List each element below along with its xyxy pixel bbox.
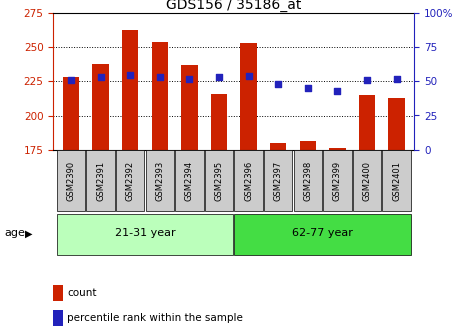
Point [275,82,282,87]
FancyBboxPatch shape [175,150,204,211]
Point [97,75,104,80]
Point [304,86,312,91]
FancyBboxPatch shape [353,150,381,211]
Point [67,77,75,83]
FancyBboxPatch shape [234,150,263,211]
Text: GSM2399: GSM2399 [333,161,342,201]
Bar [240,43,257,150]
Text: GSM2392: GSM2392 [126,161,135,201]
FancyBboxPatch shape [382,150,411,211]
FancyBboxPatch shape [57,150,85,211]
FancyBboxPatch shape [264,150,293,211]
Point [334,88,341,94]
Point [215,75,223,80]
FancyBboxPatch shape [323,150,351,211]
Point [363,77,371,83]
Point [393,76,400,81]
Bar [329,148,345,150]
Bar [359,95,375,150]
Point [186,76,193,81]
FancyBboxPatch shape [87,150,115,211]
Bar [300,141,316,150]
Bar [181,65,198,150]
FancyBboxPatch shape [116,150,144,211]
Text: GSM2398: GSM2398 [303,161,313,201]
Text: GSM2394: GSM2394 [185,161,194,201]
Text: 62-77 year: 62-77 year [292,228,353,239]
Point [245,73,252,79]
Text: GSM2393: GSM2393 [155,161,164,201]
FancyBboxPatch shape [145,150,174,211]
Text: GSM2391: GSM2391 [96,161,105,201]
Text: age: age [5,228,25,239]
Text: count: count [67,288,97,298]
Text: GSM2396: GSM2396 [244,161,253,201]
Text: 21-31 year: 21-31 year [115,228,175,239]
Bar [93,64,109,150]
Text: ▶: ▶ [25,228,33,239]
Bar [122,30,138,150]
Bar [152,42,168,150]
Bar [270,143,286,150]
Point [156,75,163,80]
FancyBboxPatch shape [205,150,233,211]
FancyBboxPatch shape [57,214,233,255]
Text: GSM2395: GSM2395 [214,161,224,201]
Text: percentile rank within the sample: percentile rank within the sample [67,313,243,323]
Text: GSM2400: GSM2400 [363,161,371,201]
Text: GSM2401: GSM2401 [392,161,401,201]
Point [126,72,134,77]
Bar [211,94,227,150]
Bar [388,98,405,150]
Text: GSM2397: GSM2397 [274,161,283,201]
FancyBboxPatch shape [234,214,411,255]
FancyBboxPatch shape [294,150,322,211]
Text: GSM2390: GSM2390 [67,161,75,201]
Bar [63,77,79,150]
Title: GDS156 / 35186_at: GDS156 / 35186_at [166,0,301,12]
